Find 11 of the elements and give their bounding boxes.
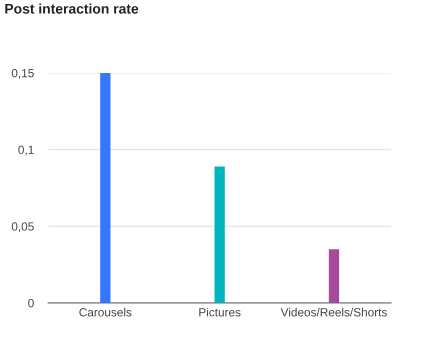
x-tick-label: Pictures	[199, 308, 241, 316]
chart-title: Post interaction rate	[5, 3, 138, 14]
y-tick-label: 0,15	[12, 68, 34, 79]
y-tick-label: 0,05	[12, 222, 34, 232]
y-tick-label: 0	[28, 298, 34, 308]
x-tick-label: Carousels	[79, 308, 132, 316]
x-tick-label: Videos/Reels/Shorts	[280, 308, 387, 316]
bar	[100, 72, 110, 303]
bar	[328, 249, 340, 303]
bar	[214, 166, 225, 303]
y-tick-label: 0,1	[18, 146, 34, 156]
